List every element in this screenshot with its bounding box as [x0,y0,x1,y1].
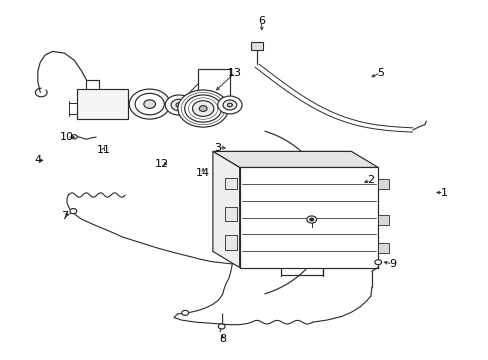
Circle shape [218,324,224,329]
Bar [251,42,263,50]
Circle shape [227,103,232,107]
Bar [239,167,377,267]
Circle shape [171,99,186,111]
Circle shape [217,96,242,114]
Circle shape [182,310,188,315]
Bar [224,235,237,249]
Bar [224,207,237,221]
Text: 11: 11 [96,145,110,155]
Circle shape [165,95,192,115]
Text: 5: 5 [376,68,384,78]
Circle shape [309,218,313,221]
Bar [224,178,237,189]
Circle shape [143,100,155,108]
Text: 2: 2 [366,175,374,185]
Circle shape [135,93,164,115]
Circle shape [223,100,236,110]
Circle shape [306,216,316,223]
Text: 8: 8 [219,334,226,344]
Bar [198,69,229,98]
Circle shape [71,135,77,139]
Circle shape [178,90,228,127]
Polygon shape [212,152,239,267]
Circle shape [176,103,182,107]
Bar [377,179,388,189]
Text: 3: 3 [214,143,221,153]
Circle shape [184,95,221,122]
Text: 13: 13 [227,68,241,78]
Text: 14: 14 [196,168,210,178]
Polygon shape [212,152,351,251]
Text: 7: 7 [61,211,68,221]
Circle shape [199,106,206,111]
Circle shape [70,208,77,213]
Bar [77,89,127,119]
Text: 6: 6 [258,16,264,26]
Bar [377,215,388,225]
Circle shape [374,260,381,265]
Text: 1: 1 [440,188,447,198]
Circle shape [129,89,170,119]
Circle shape [192,101,213,116]
Bar [377,243,388,253]
Text: 4: 4 [34,156,41,165]
Text: 10: 10 [60,132,74,142]
Text: 12: 12 [155,159,168,169]
Polygon shape [212,152,377,167]
Text: 9: 9 [388,259,396,269]
